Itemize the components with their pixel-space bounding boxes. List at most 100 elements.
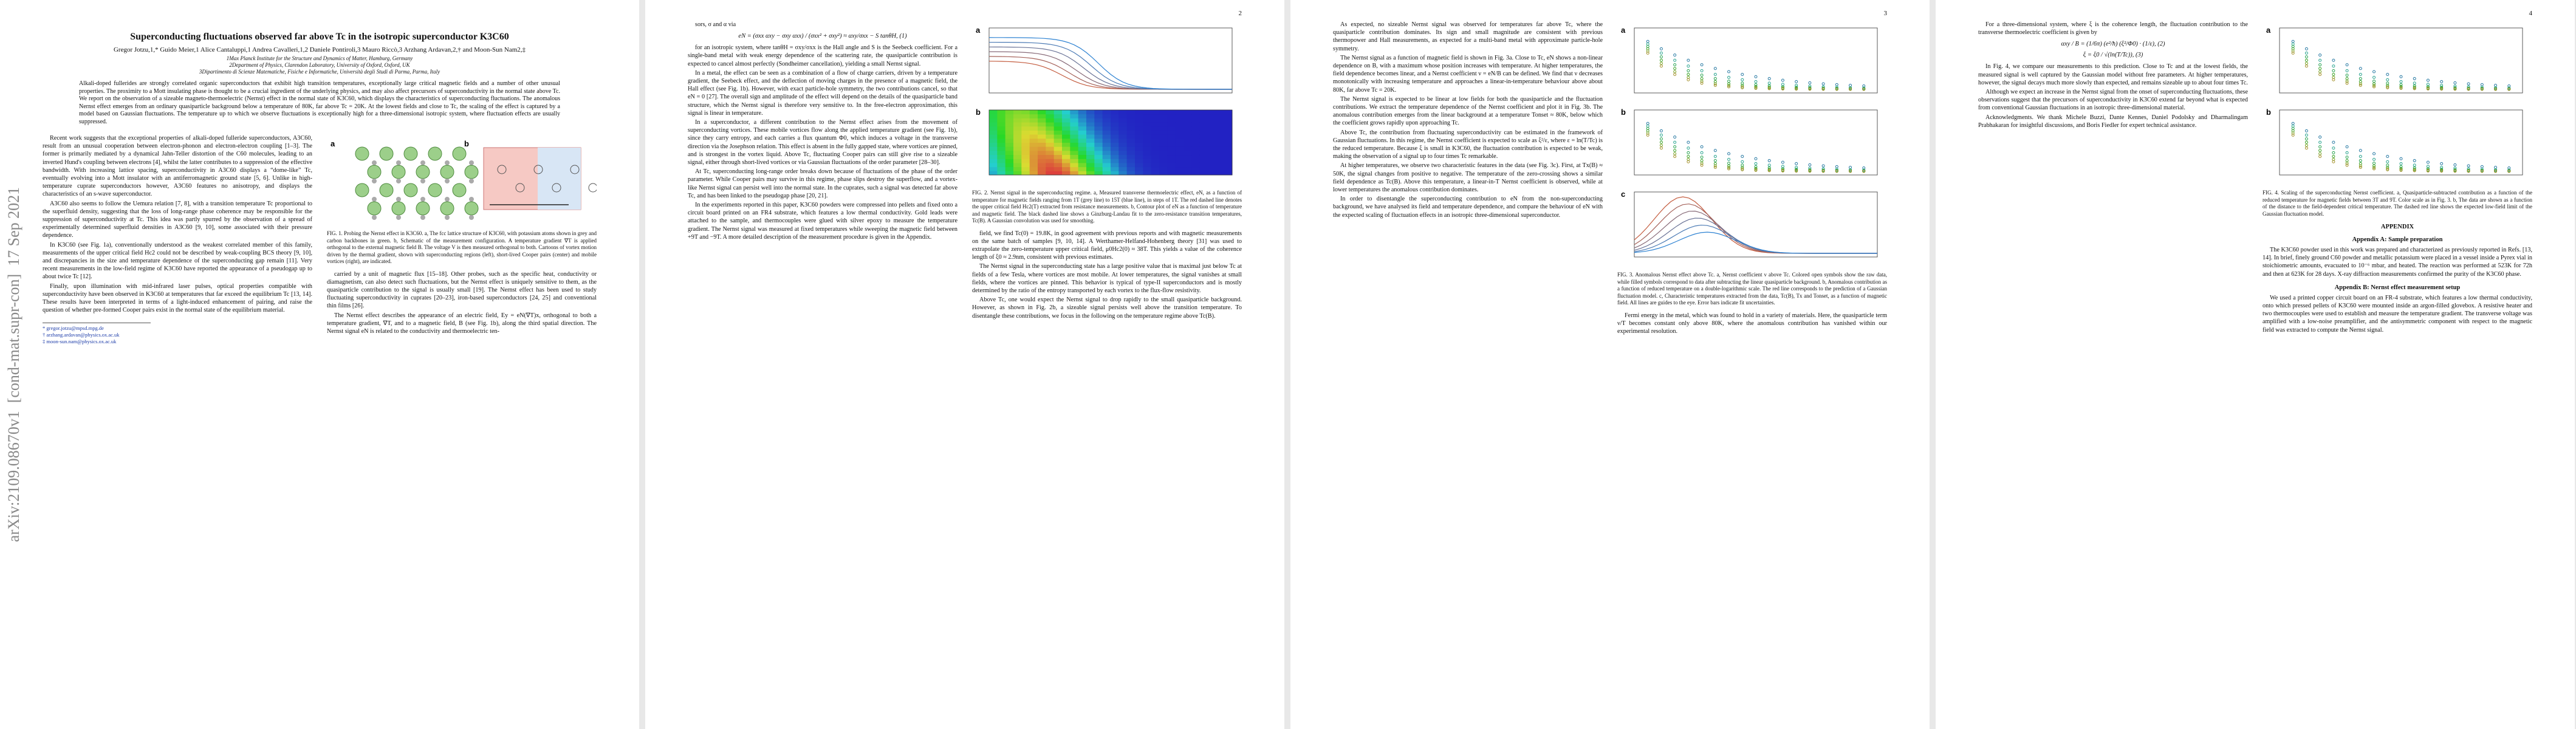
heatmap-cell xyxy=(1118,118,1128,123)
heatmap-cell xyxy=(1126,159,1136,163)
data-point xyxy=(2304,143,2308,147)
heatmap-cell xyxy=(997,154,1006,159)
heatmap-cell xyxy=(1029,110,1038,115)
heatmap-cell xyxy=(1184,134,1192,139)
column: As expected, no sizeable Nernst signal w… xyxy=(1333,21,1603,337)
heatmap-cell xyxy=(1216,166,1225,171)
heatmap-cell xyxy=(1078,134,1087,139)
column: For a three-dimensional system, where ξ … xyxy=(1978,21,2248,335)
heatmap-cell xyxy=(1021,154,1030,159)
heatmap-cell xyxy=(1208,159,1216,163)
paragraph: In order to disentangle the superconduct… xyxy=(1333,196,1603,219)
data-point xyxy=(1659,58,1663,62)
heatmap-cell xyxy=(1038,134,1046,139)
heatmap-cell xyxy=(1199,171,1208,176)
data-point xyxy=(1659,51,1663,55)
data-point xyxy=(1754,162,1758,165)
heatmap-cell xyxy=(989,159,998,163)
data-point xyxy=(1754,83,1758,86)
heading: Appendix A: Sample preparation xyxy=(2352,236,2443,243)
heatmap-cell xyxy=(1216,159,1225,163)
data-point xyxy=(2291,43,2295,46)
heatmap-cell xyxy=(1070,126,1079,131)
data-point xyxy=(1646,122,1649,125)
data-point xyxy=(2358,164,2362,168)
heatmap-cell xyxy=(1208,166,1216,171)
heatmap-cell xyxy=(1191,122,1201,127)
heatmap-cell xyxy=(1086,171,1095,176)
heatmap-cell xyxy=(1118,171,1128,176)
heatmap-cell xyxy=(1013,171,1022,176)
heatmap-cell xyxy=(1046,134,1055,139)
heatmap-cell xyxy=(1216,130,1225,135)
panel-label: a xyxy=(976,26,981,35)
heatmap-cell xyxy=(1046,130,1055,135)
heatmap-cell xyxy=(1175,118,1184,123)
heatmap-cell xyxy=(1053,150,1063,156)
data-point xyxy=(2372,157,2376,161)
heatmap-cell xyxy=(1005,166,1014,171)
heatmap-cell xyxy=(1086,118,1095,123)
data-point xyxy=(2426,78,2430,82)
data-point xyxy=(2467,87,2470,91)
heatmap-cell xyxy=(1118,166,1128,171)
data-point xyxy=(2399,165,2403,168)
data-point xyxy=(1713,72,1717,76)
plot-curve xyxy=(988,61,1233,90)
data-point xyxy=(2453,163,2457,166)
heatmap-cell xyxy=(1199,134,1208,139)
data-point xyxy=(1713,164,1717,168)
heatmap-cell xyxy=(1111,154,1119,159)
panel-label: b xyxy=(1621,108,1626,117)
heatmap-cell xyxy=(1151,162,1160,168)
figure: a b FIG. 2. Nernst signal in the supercond… xyxy=(972,23,1242,225)
data-point xyxy=(2453,169,2457,173)
heatmap-cell xyxy=(1102,159,1111,163)
data-point xyxy=(1713,166,1717,169)
heatmap-cell xyxy=(989,142,998,147)
heatmap-cell xyxy=(1046,166,1055,171)
heatmap-cell xyxy=(1184,162,1192,168)
data-point xyxy=(2372,75,2376,79)
heatmap-cell xyxy=(1216,122,1225,127)
data-point xyxy=(2332,160,2335,163)
data-point xyxy=(2358,77,2362,80)
data-point xyxy=(1862,169,1866,173)
heatmap-cell xyxy=(1151,114,1160,118)
data-point xyxy=(1713,159,1717,162)
heatmap-cell xyxy=(1143,118,1152,123)
heatmap-cell xyxy=(1118,126,1128,131)
data-point xyxy=(2413,81,2416,85)
data-point xyxy=(1646,49,1649,53)
heatmap-cell xyxy=(1013,118,1022,123)
heatmap-cell xyxy=(1175,130,1184,135)
data-point xyxy=(2372,70,2376,74)
data-point xyxy=(2426,87,2430,91)
data-point xyxy=(1754,166,1758,170)
heatmap-cell xyxy=(1070,138,1079,143)
heatmap-cell xyxy=(1118,162,1128,168)
heatmap-cell xyxy=(1143,159,1152,163)
heatmap-cell xyxy=(1135,122,1143,127)
heatmap-cell xyxy=(1175,138,1184,143)
heatmap-cell xyxy=(1135,126,1143,131)
atom xyxy=(469,179,474,183)
data-point xyxy=(2345,81,2349,85)
heatmap-cell xyxy=(1199,122,1208,127)
heatmap-cell xyxy=(1167,142,1176,147)
heatmap-cell xyxy=(1184,150,1192,156)
heatmap-cell xyxy=(1013,166,1022,171)
heatmap-cell xyxy=(997,159,1006,163)
heatmap-cell xyxy=(1167,134,1176,139)
data-point xyxy=(1808,169,1812,173)
heatmap-cell xyxy=(1151,159,1160,163)
data-point xyxy=(2440,162,2444,165)
heatmap-cell xyxy=(989,114,998,118)
heatmap-cell xyxy=(1078,142,1087,147)
heatmap-cell xyxy=(1029,134,1038,139)
heatmap-cell xyxy=(1029,154,1038,159)
heatmap-cell xyxy=(1167,118,1176,123)
vortex xyxy=(533,165,543,174)
heatmap-cell xyxy=(1184,142,1192,147)
heatmap-cell xyxy=(1029,118,1038,123)
